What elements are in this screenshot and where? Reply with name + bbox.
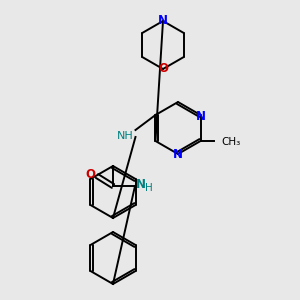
Text: N: N <box>173 148 183 160</box>
Text: N: N <box>158 14 168 28</box>
Text: O: O <box>85 169 95 182</box>
Text: H: H <box>145 183 153 193</box>
Text: N: N <box>136 178 146 191</box>
Text: O: O <box>158 62 168 76</box>
Text: CH₃: CH₃ <box>221 137 241 147</box>
Text: NH: NH <box>117 131 134 141</box>
Text: N: N <box>196 110 206 122</box>
